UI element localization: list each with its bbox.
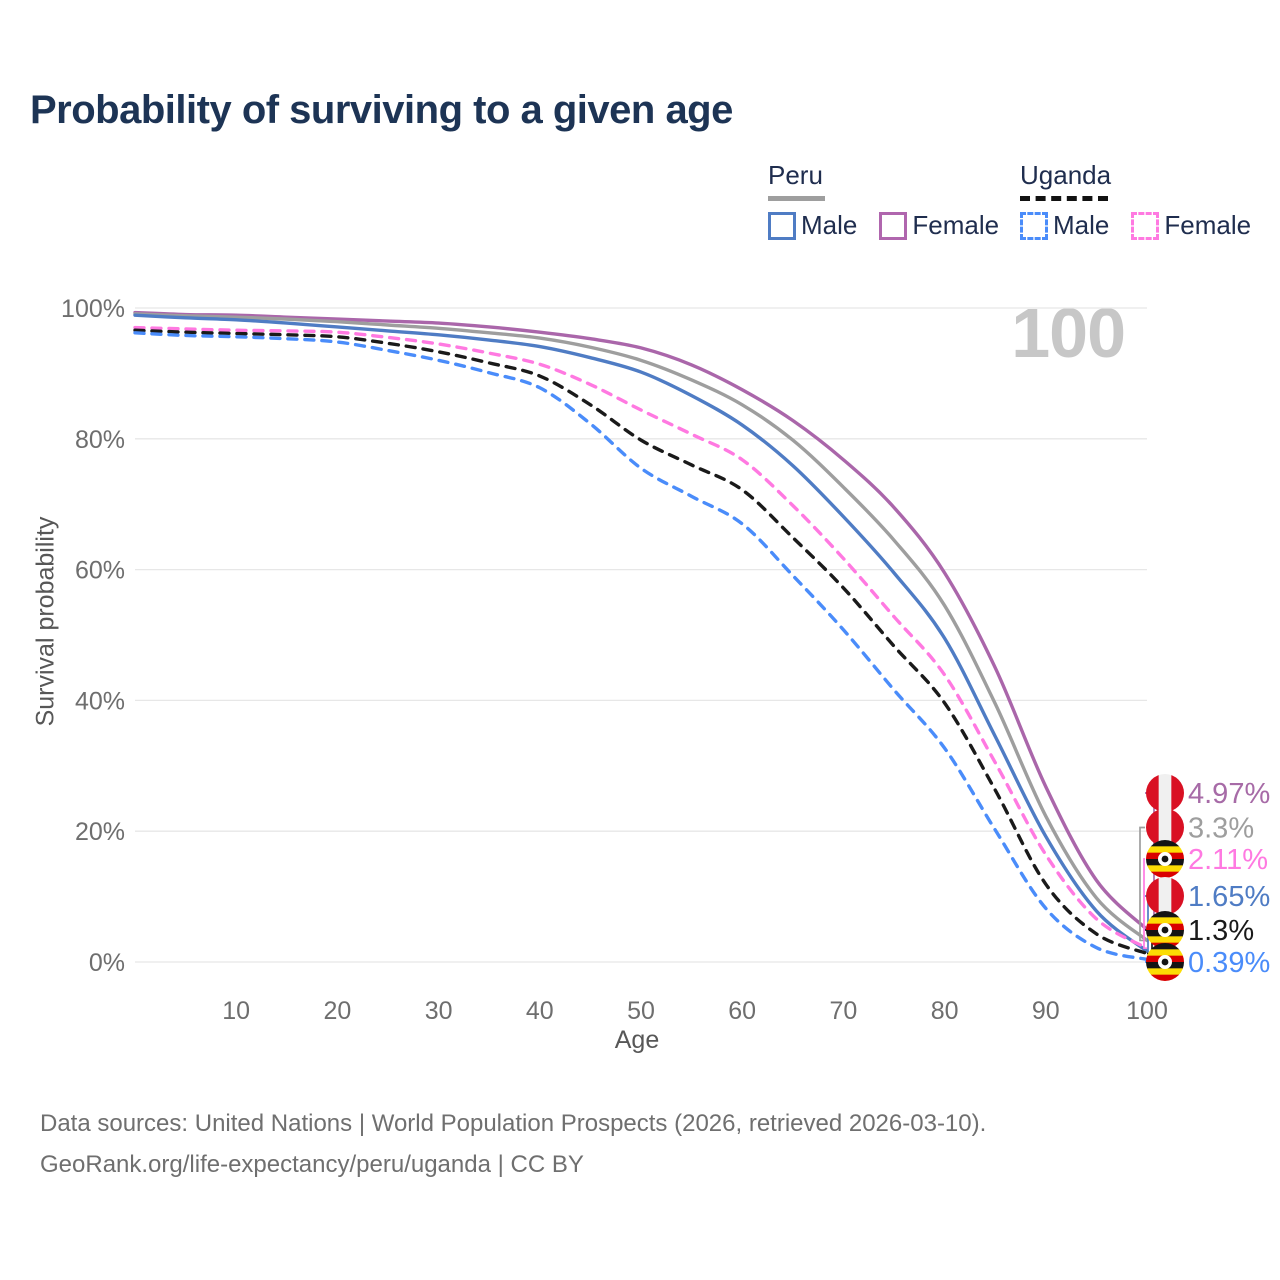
x-tick-label: 70 (829, 997, 857, 1025)
x-axis-title: Age (614, 1026, 660, 1054)
y-tick-label: 20% (75, 818, 125, 846)
series-line-peru-male (133, 313, 1149, 953)
x-tick-label: 40 (526, 997, 554, 1025)
uganda-male-swatch-icon (1020, 211, 1048, 240)
y-tick-label: 40% (75, 687, 125, 715)
series-line-peru-female (133, 310, 1149, 932)
age-counter-watermark: 100 (1011, 294, 1126, 372)
uganda-line-sample (1020, 196, 1108, 201)
y-tick-label: 0% (89, 949, 125, 977)
attribution-text: GeoRank.org/life-expectancy/peru/uganda … (40, 1151, 584, 1178)
uganda-female-swatch-icon (1131, 211, 1160, 240)
x-tick-label: 20 (323, 997, 351, 1025)
end-label-value: 2.11% (1188, 844, 1268, 876)
end-label-leader-line (1143, 858, 1147, 950)
peru-line-sample (768, 196, 825, 201)
legend-group-uganda: Uganda Male Female (1020, 160, 1251, 241)
legend-item-uganda-male[interactable]: Male (1020, 210, 1109, 241)
legend-item-label: Female (912, 210, 1000, 240)
legend-item-peru-female[interactable]: Female (879, 210, 999, 241)
legend-item-label: Female (1164, 210, 1252, 240)
series-line-uganda-male (133, 331, 1149, 962)
page-title: Probability of surviving to a given age (30, 88, 733, 132)
legend-peru-header: Peru (768, 160, 823, 190)
peru-flag-icon (1146, 877, 1184, 915)
x-tick-label: 100 (1126, 997, 1168, 1025)
end-label-value: 3.3% (1188, 813, 1254, 845)
end-label-value: 1.65% (1188, 881, 1270, 913)
y-tick-label: 80% (75, 426, 125, 454)
x-tick-label: 10 (222, 997, 250, 1025)
legend-uganda-header: Uganda (1020, 160, 1112, 190)
uganda-flag-icon (1146, 943, 1184, 981)
end-label-value: 0.39% (1188, 947, 1270, 979)
footer: Data sources: United Nations | World Pop… (40, 1103, 986, 1185)
peru-flag-icon (1146, 774, 1184, 812)
x-tick-label: 60 (728, 997, 756, 1025)
x-tick-label: 50 (627, 997, 655, 1025)
x-tick-label: 30 (425, 997, 453, 1025)
y-tick-label: 100% (61, 295, 125, 323)
legend-group-peru: Peru Male Female (768, 160, 999, 241)
end-label-value: 4.97% (1188, 778, 1270, 810)
peru-flag-icon (1146, 808, 1184, 847)
y-tick-label: 60% (75, 557, 125, 585)
end-label-value: 1.3% (1188, 915, 1254, 947)
series-line-uganda-total (133, 328, 1149, 956)
x-tick-label: 80 (931, 997, 959, 1025)
legend-item-uganda-female[interactable]: Female (1131, 210, 1251, 241)
peru-male-swatch-icon (768, 211, 796, 240)
x-tick-label: 90 (1032, 997, 1060, 1025)
peru-female-swatch-icon (879, 211, 908, 240)
series-line-peru-total (133, 312, 1149, 943)
data-sources-text: Data sources: United Nations | World Pop… (40, 1110, 987, 1137)
legend-item-peru-male[interactable]: Male (768, 210, 857, 241)
legend-item-label: Male (801, 210, 858, 240)
series-line-uganda-female (133, 325, 1149, 950)
legend-item-label: Male (1053, 210, 1110, 240)
uganda-flag-icon (1146, 840, 1184, 878)
